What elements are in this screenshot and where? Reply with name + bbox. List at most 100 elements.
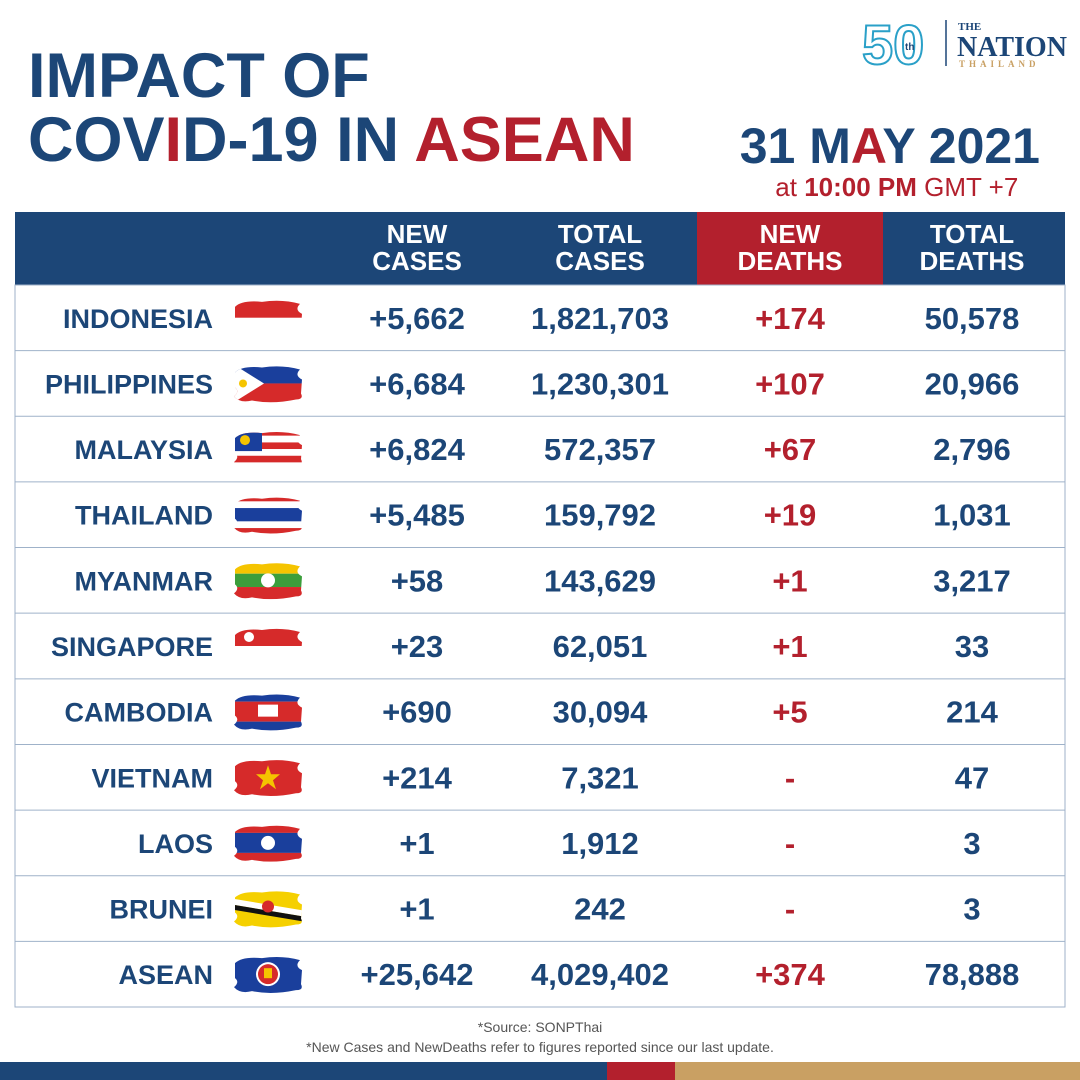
flag-stripe	[234, 431, 302, 436]
flag-stripe	[234, 462, 302, 468]
cell: 2,796	[933, 432, 1011, 467]
country: ASEAN	[118, 960, 213, 990]
cell: +58	[391, 563, 444, 598]
table-header	[15, 212, 1065, 285]
flag-stripe	[234, 587, 302, 600]
column-header: NEW	[760, 219, 821, 249]
footer-stripe	[675, 1062, 1080, 1080]
cell: +6,684	[369, 366, 465, 401]
cell: 1,821,703	[531, 301, 669, 336]
flag-symbol	[234, 904, 302, 922]
logo-country: THAILAND	[959, 59, 1040, 69]
cell: 214	[946, 695, 998, 730]
column-header: CASES	[372, 246, 462, 276]
column-header: NEW	[387, 219, 448, 249]
country: MYANMAR	[74, 566, 213, 596]
flag-stripe	[234, 852, 302, 862]
cell: 30,094	[553, 695, 649, 730]
flag-stripe	[234, 521, 302, 529]
flag	[234, 628, 302, 665]
flag-stripe	[234, 317, 302, 337]
cell: +690	[382, 695, 452, 730]
flag	[234, 957, 302, 993]
header-highlight	[697, 212, 883, 285]
cell: -	[785, 826, 795, 861]
title-part: D-19 IN	[182, 105, 414, 175]
flag	[234, 497, 302, 534]
date-part: A	[851, 118, 886, 174]
flag-stripe	[234, 455, 302, 463]
footer-stripe	[607, 1062, 675, 1080]
date-part: Y 2021	[882, 118, 1040, 174]
column-header: TOTAL	[930, 219, 1014, 249]
cell: 242	[574, 892, 626, 927]
cell: +374	[755, 957, 826, 992]
time-part: at	[775, 172, 804, 202]
flag	[234, 366, 302, 403]
cell: 1,912	[561, 826, 639, 861]
cell: 1,230,301	[531, 366, 669, 401]
cell: +1	[772, 563, 807, 598]
title-part: ASEAN	[414, 105, 635, 175]
column-header: DEATHS	[738, 246, 843, 276]
source: *Source: SONPThai	[478, 1019, 603, 1035]
flag-symbol	[262, 900, 274, 913]
title-line: COVID-19 IN ASEAN	[28, 105, 635, 175]
time-part: 10:00 PM	[804, 172, 917, 202]
flag-stripe	[234, 563, 302, 574]
cell: +67	[764, 432, 817, 467]
cell: +5,485	[369, 498, 465, 533]
cell: +174	[755, 301, 826, 336]
cell: +6,824	[369, 432, 465, 467]
country: PHILIPPINES	[45, 369, 213, 399]
flag-stripe	[234, 300, 302, 318]
flag-symbol	[256, 765, 280, 790]
cell: 50,578	[925, 301, 1020, 336]
flag-stripe	[234, 508, 302, 522]
date-part: 31 M	[740, 118, 851, 174]
flag-stripe	[234, 442, 302, 450]
time-part: GMT +7	[917, 172, 1018, 202]
cell: 1,031	[933, 498, 1011, 533]
logo: 50 th THE NATION THAILAND	[861, 12, 1067, 77]
column-header: DEATHS	[920, 246, 1025, 276]
flag	[234, 891, 302, 928]
cell: +107	[755, 366, 825, 401]
column-header: TOTAL	[558, 219, 642, 249]
flag-stripe	[234, 501, 302, 509]
flag	[234, 825, 302, 862]
flag-stripe	[234, 721, 302, 731]
title-part: I	[165, 105, 183, 175]
cell: 33	[955, 629, 989, 664]
column-header: CASES	[555, 246, 645, 276]
flag-symbol	[261, 573, 275, 588]
flag-stripe	[234, 825, 302, 833]
cell: 3	[963, 826, 980, 861]
cell: 7,321	[561, 760, 639, 795]
date: 31 MAY 2021	[740, 118, 1040, 174]
country: LAOS	[138, 829, 213, 859]
flag-stripe	[234, 497, 302, 502]
logo-name: NATION	[957, 32, 1067, 63]
cell: 159,792	[544, 498, 656, 533]
cell: -	[785, 760, 795, 795]
flag-symbol	[244, 632, 254, 642]
cell: +25,642	[361, 957, 474, 992]
flag	[234, 760, 302, 797]
country: INDONESIA	[63, 304, 213, 334]
cell: 20,966	[925, 366, 1020, 401]
country: CAMBODIA	[65, 698, 214, 728]
flag-stripe	[234, 694, 302, 702]
flag-stripe	[234, 435, 302, 443]
cell: -	[785, 892, 795, 927]
cell: +214	[382, 760, 453, 795]
country: VIETNAM	[92, 763, 214, 793]
flag-symbol	[239, 379, 247, 388]
country: SINGAPORE	[51, 632, 213, 662]
flag	[234, 563, 302, 600]
flag	[234, 694, 302, 731]
cell: 572,357	[544, 432, 656, 467]
